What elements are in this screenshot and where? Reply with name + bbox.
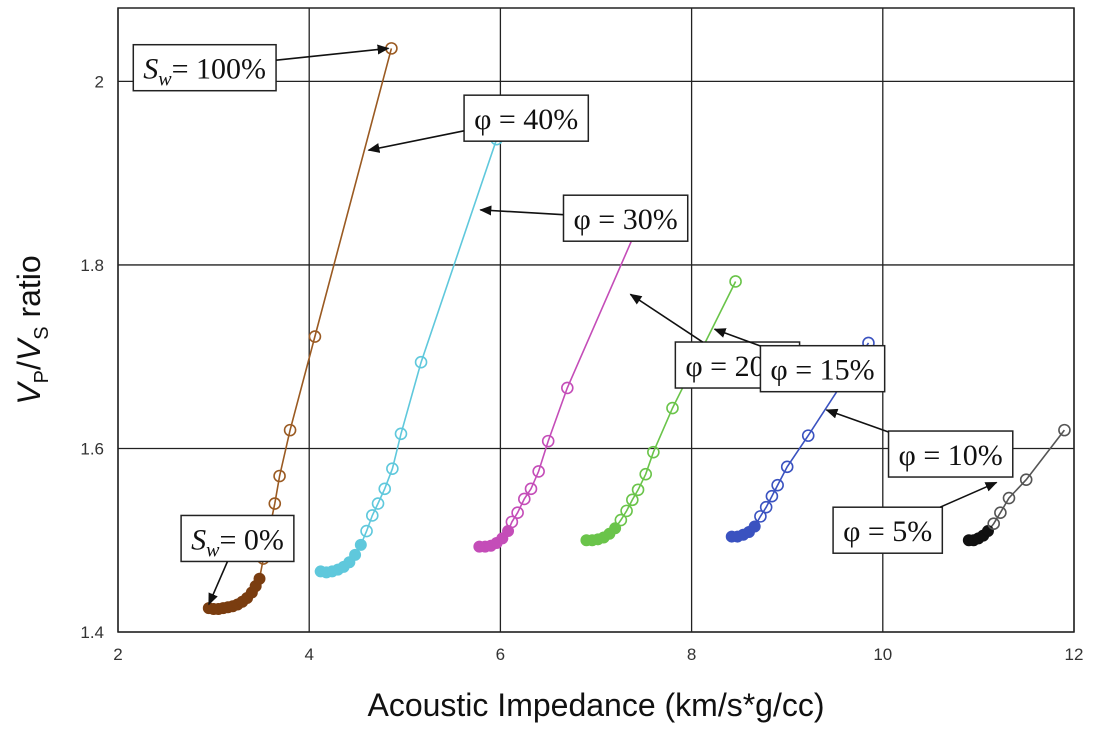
series-5	[962, 423, 1071, 547]
annotation-sw0: Sw= 0%	[180, 514, 295, 606]
series-layer	[202, 42, 1071, 616]
data-point	[517, 492, 531, 506]
data-point	[801, 429, 815, 442]
data-point	[349, 548, 362, 561]
data-point	[765, 489, 779, 503]
data-point	[532, 465, 545, 478]
annotation-arrow	[208, 561, 229, 606]
y-tick-label-2: 1.8	[80, 256, 104, 275]
annotation-box	[887, 430, 1014, 478]
annotation-box	[759, 344, 886, 393]
data-point	[1058, 423, 1071, 437]
annotation-arrow	[275, 44, 390, 61]
annotation-label: Sw= 0%	[191, 523, 284, 561]
data-point	[631, 483, 645, 497]
data-point	[748, 520, 761, 533]
x-tick-label-5: 12	[1065, 645, 1084, 664]
annotation-arrow	[479, 205, 564, 216]
data-point	[386, 462, 399, 475]
annotation-phi30: φ = 30%	[479, 194, 689, 242]
data-point	[283, 423, 297, 437]
data-point	[378, 482, 392, 496]
annotation-box	[463, 94, 590, 142]
x-tick-label-0: 2	[113, 645, 122, 664]
annotation-box	[832, 506, 944, 554]
annotation-layer: Sw= 100%φ = 40%φ = 30%φ = 20%φ = 15%φ = …	[132, 43, 1014, 606]
annotation-label: φ = 5%	[843, 515, 932, 548]
x-tick-label-3: 8	[687, 645, 696, 664]
x-tick-label-2: 6	[496, 645, 505, 664]
data-point	[620, 504, 633, 518]
data-point	[759, 500, 773, 514]
annotation-arrow	[939, 481, 998, 508]
data-point	[981, 525, 994, 538]
data-point	[273, 469, 286, 483]
data-point	[639, 467, 653, 481]
x-axis-title: Acoustic Impedance (km/s*g/cc)	[367, 687, 824, 723]
data-point	[626, 493, 639, 507]
data-point	[729, 275, 742, 288]
annotation-box	[562, 194, 689, 242]
data-point	[394, 427, 408, 441]
data-point	[614, 513, 628, 527]
data-point	[1002, 491, 1016, 505]
annotation-box	[180, 514, 295, 563]
data-point	[1019, 473, 1033, 486]
data-point	[647, 445, 660, 459]
annotation-label: φ = 10%	[899, 439, 1003, 472]
data-point	[987, 517, 1000, 531]
data-point	[371, 497, 385, 510]
data-point	[354, 538, 367, 551]
annotation-label: φ = 30%	[573, 203, 677, 236]
data-point	[541, 434, 555, 448]
data-point	[308, 330, 322, 343]
annotation-phi10: φ = 10%	[825, 408, 1014, 478]
data-point	[994, 506, 1007, 520]
annotation-phi5: φ = 5%	[832, 481, 998, 554]
x-tick-label-1: 4	[304, 645, 313, 664]
annotation-label: φ = 15%	[770, 354, 874, 387]
tick-labels: 2 4 6 8 10 12 1.4 1.6 1.8 2	[80, 72, 1083, 664]
data-point	[666, 401, 679, 415]
series-4	[725, 336, 875, 543]
series-3	[580, 275, 742, 547]
data-point	[754, 510, 767, 523]
annotation-arrow	[825, 408, 889, 433]
data-point	[268, 497, 282, 510]
series-2	[473, 223, 643, 553]
data-point	[524, 482, 538, 496]
data-point	[253, 572, 266, 585]
data-point	[365, 509, 379, 522]
data-point	[561, 381, 574, 395]
data-point	[414, 355, 428, 369]
annotation-phi15: φ = 15%	[713, 328, 886, 393]
data-point	[511, 506, 524, 520]
data-point	[771, 478, 784, 492]
annotation-arrow	[367, 130, 465, 153]
series-1	[314, 132, 503, 579]
y-axis-title: VP/VS ratio	[11, 255, 53, 404]
y-tick-label-1: 1.6	[80, 439, 104, 458]
x-tick-label-4: 10	[873, 645, 892, 664]
annotation-label: Sw= 100%	[143, 53, 266, 91]
y-tick-label-0: 1.4	[80, 623, 104, 642]
data-point	[780, 460, 794, 474]
annotation-label: φ = 40%	[474, 103, 578, 136]
plot-frame	[117, 7, 1075, 633]
annotation-phi40: φ = 40%	[367, 94, 590, 153]
annotation-arrow	[713, 328, 761, 347]
annotation-arrow	[629, 293, 704, 343]
y-tick-label-3: 2	[95, 72, 104, 91]
data-point	[360, 524, 373, 538]
series-0	[202, 42, 398, 616]
annotation-box	[132, 43, 277, 92]
annotation-sw100: Sw= 100%	[132, 43, 390, 92]
data-point	[505, 515, 519, 529]
